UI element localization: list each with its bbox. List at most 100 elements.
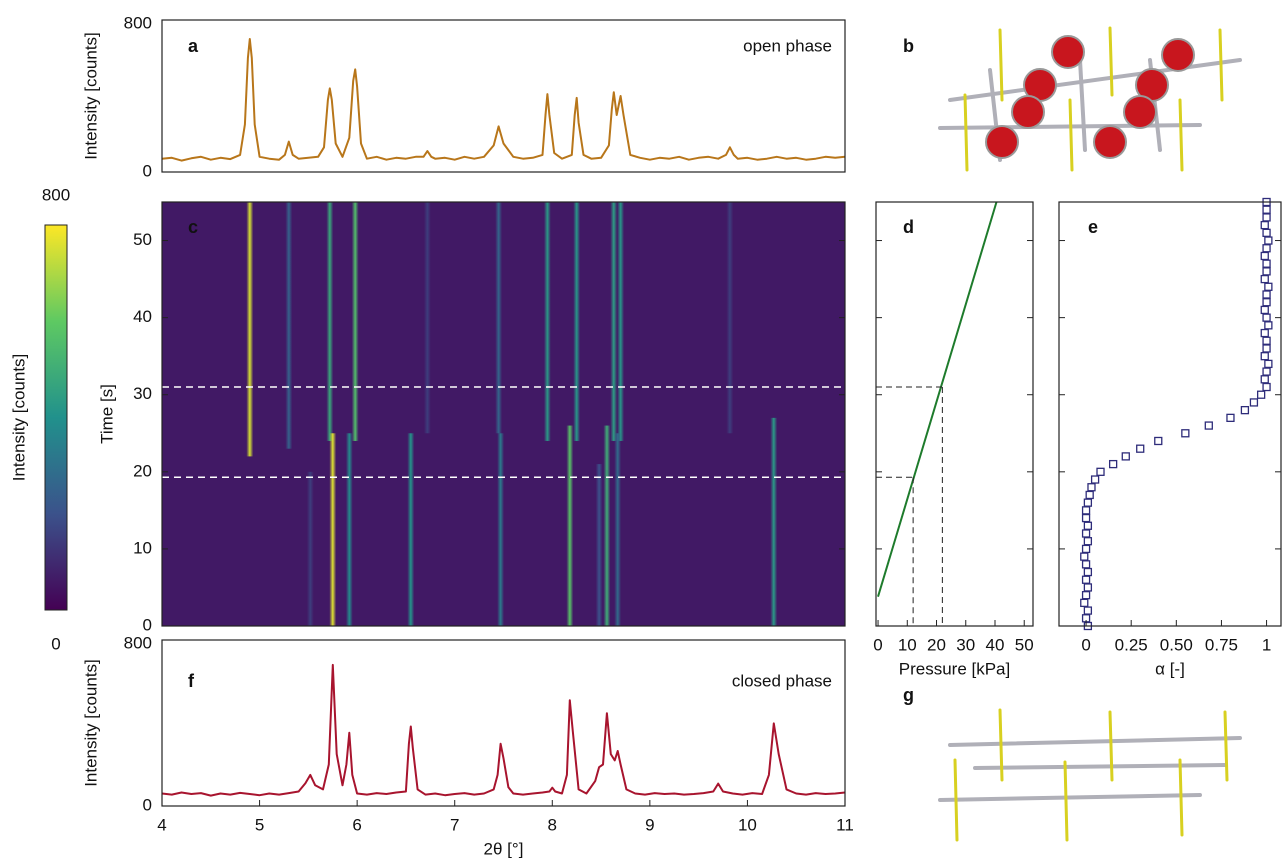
data-point (1226, 413, 1235, 423)
streak (603, 425, 611, 626)
guest-molecule (1123, 95, 1157, 129)
streak (351, 202, 359, 441)
panel-label: b (903, 36, 914, 56)
x-tick-label: 0 (873, 635, 882, 654)
data-point (1262, 267, 1271, 276)
y-axis-label: Intensity [counts] (81, 32, 100, 160)
data-point (1264, 236, 1273, 245)
structure-open: b (903, 26, 1242, 172)
bond (1108, 710, 1114, 782)
x-tick-label: 40 (986, 635, 1005, 654)
data-point (1262, 213, 1271, 222)
streak (495, 202, 503, 434)
plot-frame (161, 201, 846, 627)
panel-label: a (188, 36, 199, 56)
data-point (1081, 575, 1091, 584)
data-point (1262, 259, 1271, 268)
streak (497, 433, 504, 626)
annotation: open phase (743, 36, 832, 55)
bond (948, 736, 1242, 747)
x-tick-label: 20 (927, 635, 946, 654)
data-point (1260, 274, 1269, 284)
data-point (1204, 421, 1213, 430)
data-point (1260, 375, 1269, 384)
x-tick-label: 50 (1015, 635, 1034, 654)
bond (953, 758, 959, 842)
data-point (1085, 490, 1094, 500)
colorbar-label: Intensity [counts] (9, 354, 28, 482)
data-point (1262, 228, 1271, 237)
streak (407, 433, 415, 626)
bond (1078, 58, 1087, 152)
colorbar (44, 224, 68, 611)
streak (726, 202, 734, 434)
y-tick-label: 40 (133, 307, 152, 326)
bond (1223, 710, 1229, 782)
data-point (1081, 544, 1091, 554)
streak (610, 202, 618, 441)
panel-label: e (1088, 217, 1098, 237)
x-tick-label: 9 (645, 815, 654, 834)
data-point (1087, 483, 1096, 492)
bond (1178, 98, 1184, 172)
x-tick-label: 7 (450, 815, 459, 834)
colorbar-tick-label: 0 (51, 634, 60, 653)
y-axis-label: Intensity [counts] (81, 659, 100, 787)
streak (543, 202, 551, 441)
y-tick-label: 0 (143, 615, 152, 634)
y-tick-label: 50 (133, 230, 152, 249)
panel-label: f (188, 671, 195, 691)
x-axis-label: α [-] (1155, 659, 1185, 678)
annotation: closed phase (732, 671, 832, 690)
streak (246, 202, 254, 457)
y-tick-label: 20 (133, 461, 152, 480)
plot-frame (161, 639, 846, 807)
data-point (1081, 506, 1091, 515)
colorbar-tick-label: 800 (42, 185, 70, 204)
data-point (1240, 405, 1250, 415)
data-point (1262, 382, 1271, 392)
x-tick-label: 11 (836, 815, 854, 834)
data-point (1081, 560, 1091, 569)
streak (770, 417, 778, 626)
x-tick-label: 10 (738, 815, 757, 834)
guest-molecule (1093, 125, 1127, 159)
data-point (1080, 598, 1089, 608)
streak (306, 471, 314, 626)
data-point (1080, 552, 1089, 561)
streak (566, 425, 574, 626)
x-axis-label: 2θ [°] (484, 839, 524, 858)
data-line (877, 201, 998, 597)
plot-frame (1058, 201, 1282, 627)
data-point (1262, 344, 1271, 353)
data-line (161, 663, 846, 797)
bond (938, 793, 1202, 802)
y-tick-label: 800 (124, 633, 152, 652)
streak (329, 433, 337, 626)
structure-closed: g (903, 685, 1242, 842)
streak (326, 202, 334, 441)
data-point (1181, 429, 1190, 438)
x-tick-label: 8 (548, 815, 557, 834)
data-point (1083, 583, 1093, 592)
data-point (1081, 591, 1091, 600)
x-tick-label: 0 (1081, 635, 1090, 654)
data-point (1262, 313, 1271, 322)
x-tick-label: 0.75 (1205, 635, 1238, 654)
bond (1063, 760, 1069, 842)
bond (948, 58, 1242, 102)
data-point (1260, 251, 1269, 261)
data-point (1083, 498, 1093, 507)
data-point (1264, 359, 1273, 369)
x-axis-label: Pressure [kPa] (899, 659, 1011, 678)
y-tick-label: 0 (143, 161, 152, 180)
x-tick-label: 5 (255, 815, 264, 834)
data-point (1083, 537, 1093, 546)
bond (973, 763, 1227, 770)
x-tick-label: 1 (1262, 635, 1271, 654)
y-tick-label: 800 (124, 13, 152, 32)
data-point (1154, 436, 1163, 446)
